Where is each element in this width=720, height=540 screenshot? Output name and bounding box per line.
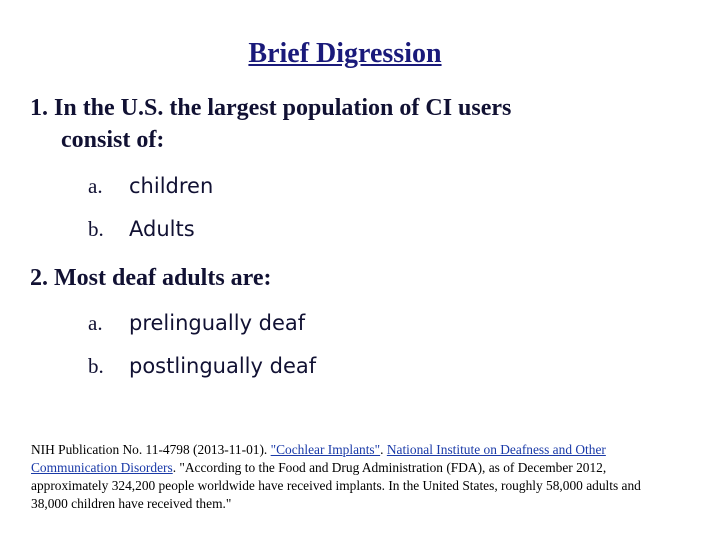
option-text: Adults (129, 217, 195, 241)
option-letter: a. (88, 311, 103, 335)
citation-prefix: NIH Publication No. 11-4798 (2013-11-01)… (31, 442, 271, 457)
question-2-option-b: b. postlingually deaf (88, 354, 316, 379)
citation-separator: . (380, 442, 387, 457)
citation-link-cochlear-implants[interactable]: "Cochlear Implants" (270, 442, 381, 457)
option-text: prelingually deaf (129, 311, 306, 335)
slide-title: Brief Digression (248, 38, 442, 69)
option-text: postlingually deaf (129, 354, 317, 378)
question-1-option-a: a. children (88, 174, 213, 199)
citation: NIH Publication No. 11-4798 (2013-11-01)… (31, 441, 681, 513)
option-text: children (129, 174, 214, 198)
question-2-line-1: 2. Most deaf adults are: (30, 265, 272, 291)
option-letter: a. (88, 174, 103, 198)
option-letter: b. (88, 217, 104, 241)
option-letter: b. (88, 354, 104, 378)
question-2: 2. Most deaf adults are: (30, 262, 670, 294)
question-1-line-2: consist of: (61, 127, 165, 153)
question-2-option-a: a. prelingually deaf (88, 311, 305, 336)
question-1-option-b: b. Adults (88, 217, 195, 242)
citation-link-nidcd[interactable]: National Institute on Deafness and Other… (31, 442, 606, 475)
citation-text: . "According to the Food and Drug Admini… (31, 460, 641, 511)
question-1-line-1: 1. In the U.S. the largest population of… (30, 95, 512, 121)
question-1: 1. In the U.S. the largest population of… (30, 92, 670, 156)
